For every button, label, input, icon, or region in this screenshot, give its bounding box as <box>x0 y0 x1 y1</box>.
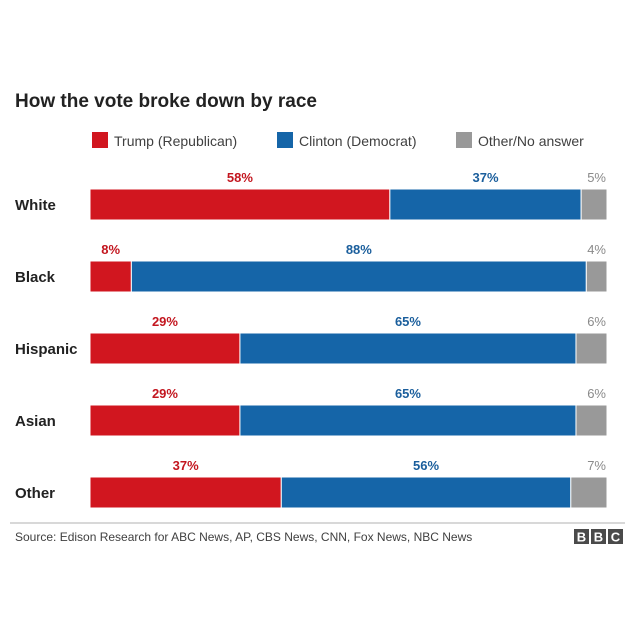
source-note: Source: Edison Research for ABC News, AP… <box>15 530 472 544</box>
logo-block <box>591 529 606 544</box>
category-label: Asian <box>15 413 56 430</box>
logo-block <box>608 529 623 544</box>
row-white: White 58% 37% 5% <box>15 170 608 221</box>
data-label-trump-republican: 37% <box>173 458 199 473</box>
category-label: Other <box>15 485 55 502</box>
legend-label-other-no-answer: Other/No answer <box>478 133 584 149</box>
logo-letter: C <box>611 530 621 545</box>
data-label-trump-republican: 58% <box>227 170 253 185</box>
category-label: Hispanic <box>15 341 78 358</box>
row-other: Other 37% 56% 7% <box>15 458 608 509</box>
row-black: Black 8% 88% 4% <box>15 242 608 293</box>
category-label: White <box>15 197 56 214</box>
row-hispanic: Hispanic 29% 65% 6% <box>15 314 608 365</box>
logo-block <box>574 529 589 544</box>
bar-trump-republican-other <box>89 476 282 509</box>
bar-clinton-democrat-asian <box>239 404 577 437</box>
bar-trump-republican-hispanic <box>89 332 241 365</box>
bar-rows: White 58% 37% 5% Black 8% 88% 4% Hispanic 29% 65% 6… <box>15 170 608 509</box>
data-label-clinton-democrat: 56% <box>413 458 439 473</box>
bar-other-no-answer-hispanic <box>575 332 608 365</box>
data-label-trump-republican: 29% <box>152 386 178 401</box>
legend-swatch-other-no-answer <box>456 132 472 148</box>
legend: Trump (Republican) Clinton (Democrat) Othe… <box>92 132 584 149</box>
row-asian: Asian 29% 65% 6% <box>15 386 608 437</box>
bar-clinton-democrat-other <box>280 476 572 509</box>
logo-letter: B <box>577 530 586 545</box>
legend-swatch-trump-republican <box>92 132 108 148</box>
bar-trump-republican-white <box>89 188 391 221</box>
data-label-other-no-answer: 4% <box>587 242 606 257</box>
data-label-clinton-democrat: 65% <box>395 386 421 401</box>
bar-other-no-answer-black <box>585 260 608 293</box>
bar-other-no-answer-white <box>580 188 608 221</box>
data-label-trump-republican: 29% <box>152 314 178 329</box>
bar-other-no-answer-asian <box>575 404 608 437</box>
category-label: Black <box>15 269 56 286</box>
bar-clinton-democrat-white <box>389 188 582 221</box>
data-label-clinton-democrat: 88% <box>346 242 372 257</box>
logo-letter: B <box>594 530 603 545</box>
data-label-other-no-answer: 7% <box>587 458 606 473</box>
legend-swatch-clinton-democrat <box>277 132 293 148</box>
chart-title: How the vote broke down by race <box>15 91 317 112</box>
data-label-other-no-answer: 6% <box>587 314 606 329</box>
legend-label-trump-republican: Trump (Republican) <box>114 133 237 149</box>
bar-other-no-answer-other <box>570 476 608 509</box>
bar-clinton-democrat-black <box>130 260 587 293</box>
data-label-other-no-answer: 5% <box>587 170 606 185</box>
bar-trump-republican-black <box>89 260 132 293</box>
data-label-trump-republican: 8% <box>101 242 120 257</box>
data-label-clinton-democrat: 37% <box>472 170 498 185</box>
bar-trump-republican-asian <box>89 404 241 437</box>
legend-label-clinton-democrat: Clinton (Democrat) <box>299 133 416 149</box>
data-label-other-no-answer: 6% <box>587 386 606 401</box>
data-label-clinton-democrat: 65% <box>395 314 421 329</box>
bar-clinton-democrat-hispanic <box>239 332 577 365</box>
